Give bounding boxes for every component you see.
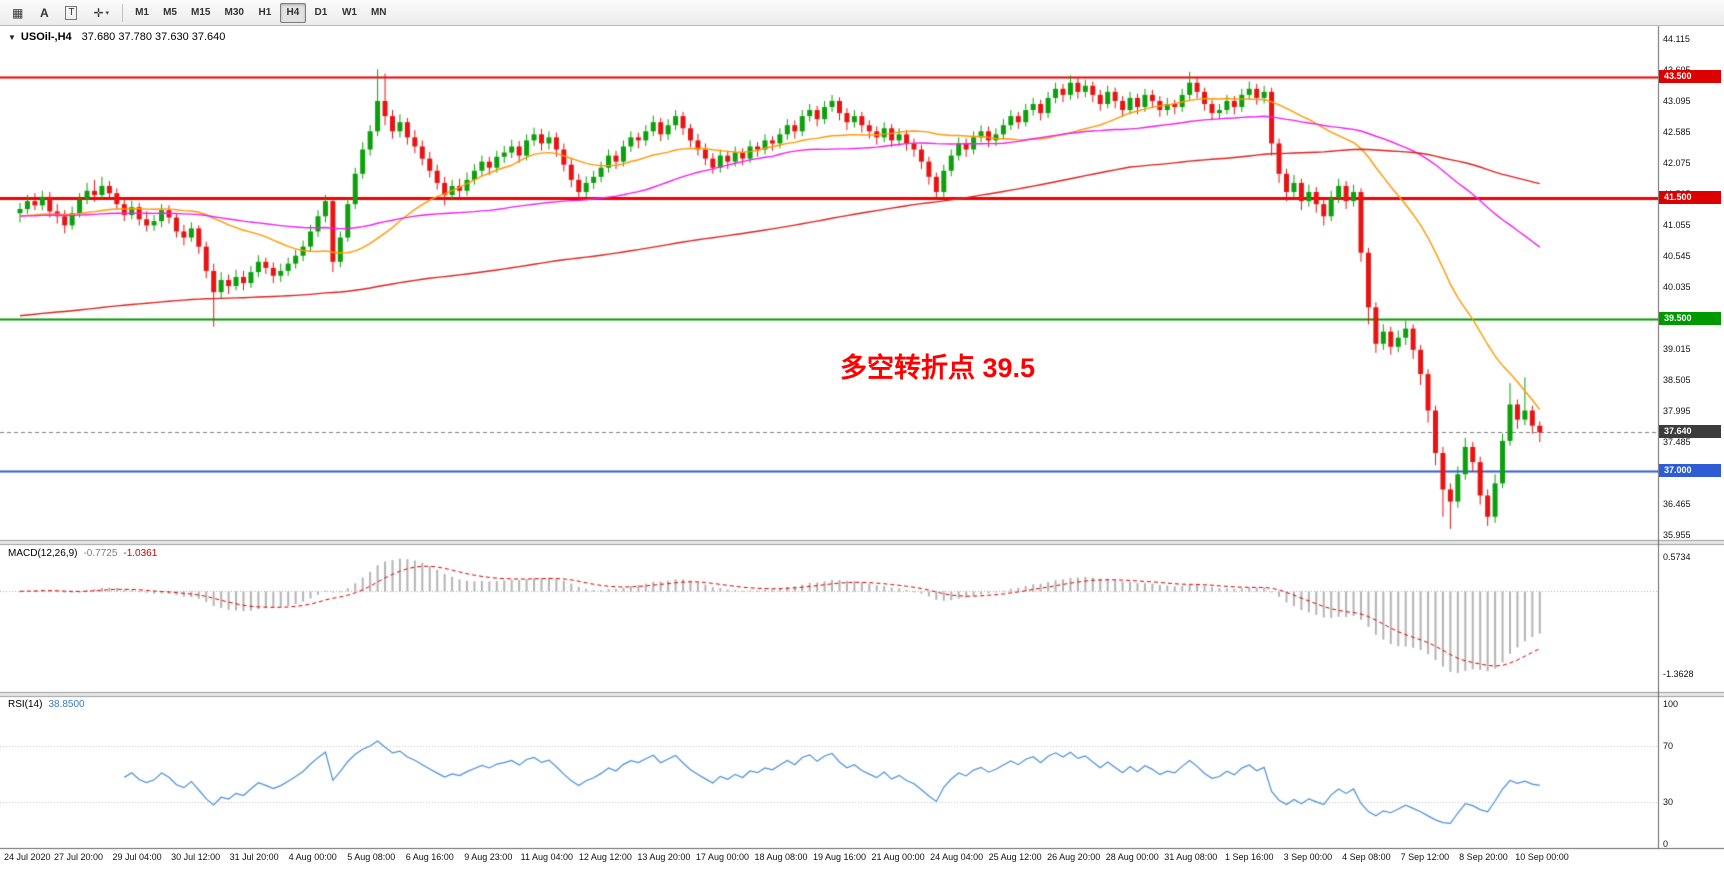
- price-badge-39.500: 39.500: [1659, 312, 1721, 326]
- macd-indicator-label: MACD(12,26,9) -0.7725 -1.0361: [8, 548, 157, 559]
- rsi-value: 38.8500: [48, 699, 85, 710]
- chart-grid-button[interactable]: ▦: [5, 3, 30, 23]
- date-label: 9 Aug 23:00: [464, 852, 513, 862]
- macd-tick: -1.3628: [1663, 668, 1694, 679]
- symbol-name: USOil-,H4: [20, 31, 72, 43]
- date-label: 4 Sep 08:00: [1342, 852, 1391, 862]
- letter-t-icon: T: [65, 5, 78, 20]
- price-tick: 35.955: [1663, 529, 1691, 540]
- macd-main-value: -0.7725: [83, 548, 118, 559]
- date-label: 8 Sep 20:00: [1459, 852, 1508, 862]
- timeframe-button-d1[interactable]: D1: [308, 3, 334, 23]
- price-badge-37.000: 37.000: [1659, 464, 1721, 478]
- date-label: 19 Aug 16:00: [813, 852, 867, 862]
- date-label: 5 Aug 08:00: [347, 852, 396, 862]
- price-tick: 42.075: [1663, 158, 1691, 169]
- timeframe-button-m30[interactable]: M30: [218, 3, 249, 23]
- price-tick: 42.585: [1663, 127, 1691, 138]
- grid-icon: ▦: [12, 5, 24, 20]
- timeframe-button-m15[interactable]: M15: [185, 3, 216, 23]
- rsi-tick: 30: [1663, 797, 1674, 807]
- rsi-tick: 0: [1663, 839, 1669, 849]
- date-label: 18 Aug 08:00: [754, 852, 808, 862]
- price-tick: 38.505: [1663, 374, 1691, 385]
- date-label: 1 Sep 16:00: [1225, 852, 1274, 862]
- rsi-tick: 100: [1663, 699, 1679, 709]
- date-label: 12 Aug 12:00: [578, 852, 632, 862]
- price-tick: 44.115: [1663, 34, 1690, 45]
- date-label: 21 Aug 00:00: [871, 852, 925, 862]
- rsi-tick: 70: [1663, 741, 1674, 751]
- crosshair-tool-button[interactable]: ✛ ▾: [86, 3, 116, 23]
- date-label: 24 Jul 2020: [4, 852, 51, 862]
- date-label: 31 Jul 20:00: [229, 852, 279, 862]
- date-label: 26 Aug 20:00: [1047, 852, 1101, 862]
- date-label: 30 Jul 12:00: [171, 852, 221, 862]
- macd-name: MACD(12,26,9): [8, 548, 78, 559]
- date-label: 4 Aug 00:00: [288, 852, 337, 862]
- date-label: 7 Sep 12:00: [1400, 852, 1450, 862]
- price-tick: 37.995: [1663, 405, 1691, 416]
- toolbar-separator: [122, 3, 124, 22]
- timeframe-button-m1[interactable]: M1: [129, 3, 155, 23]
- chart-collapse-arrow-icon[interactable]: ▼: [8, 33, 16, 42]
- macd-tick: 0.5734: [1663, 551, 1691, 562]
- letter-a-icon: A: [40, 5, 49, 20]
- price-tick: 39.015: [1663, 343, 1691, 354]
- price-tick: 40.545: [1663, 251, 1691, 262]
- timeframe-button-mn[interactable]: MN: [365, 3, 393, 23]
- date-label: 6 Aug 16:00: [405, 852, 454, 862]
- timeframe-button-h1[interactable]: H1: [252, 3, 278, 23]
- chart-annotation-text: 多空转折点 39.5: [840, 353, 1036, 383]
- price-tick: 37.485: [1663, 436, 1691, 447]
- arrow-tool-button[interactable]: A: [32, 3, 56, 23]
- date-label: 13 Aug 20:00: [637, 852, 691, 862]
- date-label: 3 Sep 00:00: [1283, 852, 1333, 862]
- price-badge-37.640: 37.640: [1659, 425, 1721, 439]
- text-label-tool-button[interactable]: T: [58, 3, 84, 23]
- macd-signal-value: -1.0361: [123, 548, 158, 559]
- timeframe-button-h4[interactable]: H4: [279, 2, 306, 23]
- rsi-indicator-label: RSI(14) 38.8500: [8, 699, 85, 710]
- date-label: 17 Aug 00:00: [695, 852, 749, 862]
- date-label: 29 Jul 04:00: [112, 852, 162, 862]
- crosshair-icon: ✛: [93, 5, 104, 20]
- price-tick: 40.035: [1663, 282, 1691, 292]
- ohlc-values: 37.680 37.780 37.630 37.640: [81, 31, 226, 43]
- price-badge-41.500: 41.500: [1659, 191, 1721, 205]
- date-label: 24 Aug 04:00: [930, 852, 984, 862]
- price-tick: 43.095: [1663, 96, 1691, 107]
- date-label: 28 Aug 00:00: [1105, 852, 1159, 862]
- timeframe-toolbar: M1 M5 M15 M30 H1 H4 D1 W1 MN: [128, 2, 393, 23]
- price-tick: 36.465: [1663, 498, 1691, 509]
- date-label: 11 Aug 04:00: [520, 852, 574, 862]
- chevron-down-icon: ▾: [105, 9, 110, 17]
- date-label: 31 Aug 08:00: [1164, 852, 1218, 862]
- symbol-ohlc-label: ▼ USOil-,H4 37.680 37.780 37.630 37.640: [8, 31, 225, 43]
- date-label: 10 Sep 00:00: [1515, 852, 1569, 862]
- rsi-name: RSI(14): [8, 699, 43, 710]
- price-badge-43.500: 43.500: [1659, 69, 1721, 83]
- date-label: 25 Aug 12:00: [988, 852, 1042, 862]
- date-label: 27 Jul 20:00: [54, 852, 104, 862]
- timeframe-button-w1[interactable]: W1: [336, 3, 363, 23]
- chart-toolbar: ▦ A T ✛ ▾ M1 M5 M15 M30 H1 H4 D1 W1 MN: [0, 0, 1724, 26]
- price-tick: 41.055: [1663, 220, 1691, 231]
- timeframe-button-m5[interactable]: M5: [157, 3, 183, 23]
